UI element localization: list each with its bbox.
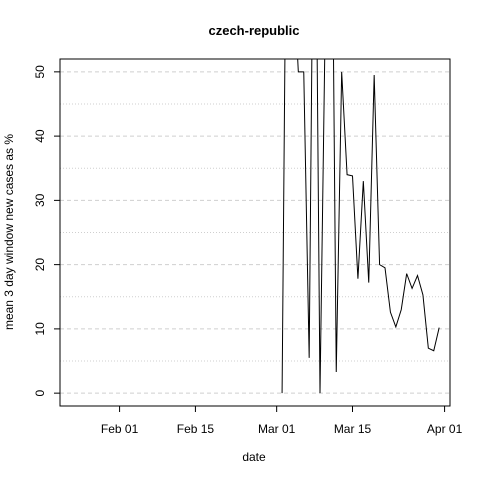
y-tick-label: 10 <box>33 322 47 336</box>
x-tick-label: Apr 01 <box>427 422 463 436</box>
chart-title: czech-republic <box>208 23 299 38</box>
x-tick-label: Mar 15 <box>334 422 372 436</box>
y-axis-label: mean 3 day window new cases as % <box>2 134 16 330</box>
x-tick-label: Mar 01 <box>258 422 296 436</box>
y-tick-label: 0 <box>33 389 47 396</box>
x-axis: Feb 01 Feb 15 Mar 01 Mar 15 Apr 01 <box>101 406 463 436</box>
x-axis-label: date <box>242 450 266 464</box>
y-tick-label: 40 <box>33 129 47 143</box>
x-tick-label: Feb 15 <box>177 422 215 436</box>
x-tick-label: Feb 01 <box>101 422 139 436</box>
plot-frame <box>59 58 451 407</box>
series-line <box>281 59 440 394</box>
grid <box>60 71 450 394</box>
y-tick-label: 50 <box>33 65 47 79</box>
y-tick-label: 20 <box>33 258 47 272</box>
y-axis: 0 10 20 30 40 50 <box>33 65 60 396</box>
y-tick-label: 30 <box>33 193 47 207</box>
